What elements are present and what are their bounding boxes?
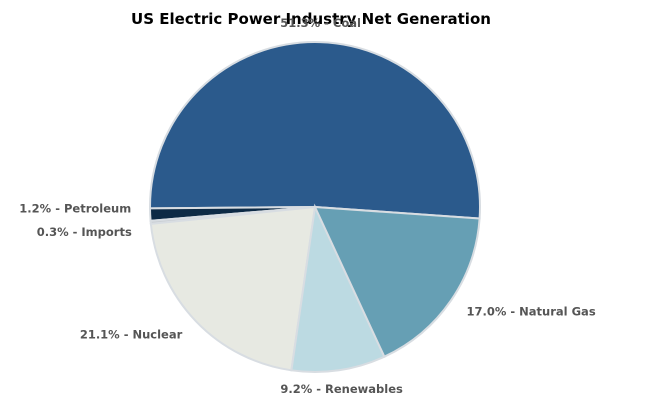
pie-slice-coal bbox=[149, 41, 481, 220]
pie-slice-renewables bbox=[290, 203, 386, 373]
pie-slice-nuclear bbox=[149, 205, 317, 372]
slice-labels: 51.3% - Coal 1.2% - Petroleum 0.3% - Impor… bbox=[19, 16, 596, 396]
slice-label-imports: 0.3% - Imports bbox=[37, 225, 132, 239]
slice-label-coal: 51.3% - Coal bbox=[280, 16, 361, 30]
slice-label-natural-gas: 17.0% - Natural Gas bbox=[467, 304, 596, 318]
slice-label-petroleum: 1.2% - Petroleum bbox=[19, 202, 131, 216]
chart-title: US Electric Power Industry Net Generatio… bbox=[131, 10, 491, 28]
slice-label-renewables: 9.2% - Renewables bbox=[280, 382, 403, 396]
pie-slice-natural-gas bbox=[313, 205, 481, 359]
pie-slices bbox=[148, 41, 481, 373]
slice-label-nuclear: 21.1% - Nuclear bbox=[80, 327, 183, 341]
